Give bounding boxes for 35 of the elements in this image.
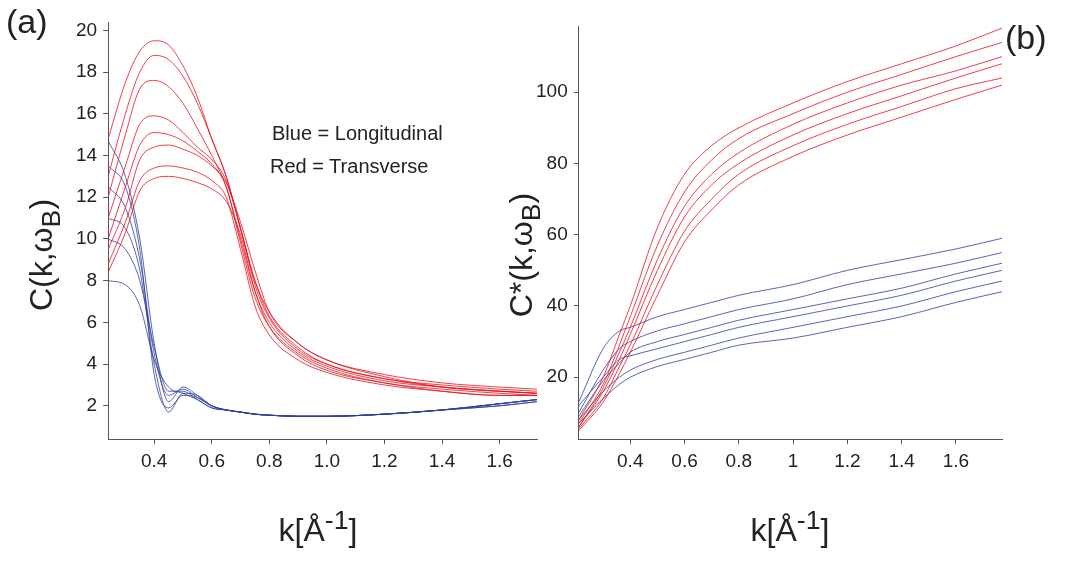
x-tick-label: 0.4 xyxy=(140,449,168,471)
chart-title: (a) xyxy=(6,2,48,41)
y-tick-label: 6 xyxy=(86,310,98,332)
x-tick-label: 0.6 xyxy=(198,449,225,471)
y-tick-label: 14 xyxy=(75,143,98,165)
x-tick-label: 1.2 xyxy=(834,449,861,471)
annotation: Blue = Longitudinal xyxy=(272,122,443,145)
y-tick-label: 4 xyxy=(86,352,98,374)
x-tick-label: 1.6 xyxy=(942,449,970,471)
y-tick-label: 20 xyxy=(546,365,568,387)
annotation: Red = Transverse xyxy=(270,155,429,178)
x-tick-label: 0.8 xyxy=(256,449,283,471)
x-tick-label: 0.4 xyxy=(617,449,644,471)
y-tick-label: 2 xyxy=(86,394,98,416)
y-tick-label: 18 xyxy=(75,60,98,82)
x-tick-label: 1 xyxy=(787,449,799,471)
chart-title: (b) xyxy=(1005,18,1047,57)
x-tick-label: 0.8 xyxy=(725,449,753,471)
x-axis-title: k[Å$^{-1}$] xyxy=(278,505,358,549)
x-tick-label: 1.4 xyxy=(888,449,916,471)
y-tick-label: 16 xyxy=(75,102,98,124)
x-axis-title: k[Å$^{-1}$] xyxy=(750,505,830,549)
y-tick-label: 60 xyxy=(546,222,568,244)
y-tick-label: 100 xyxy=(536,80,568,102)
x-tick-label: 1.4 xyxy=(428,449,456,471)
y-tick-label: 80 xyxy=(546,151,568,173)
y-tick-label: 8 xyxy=(86,268,98,290)
y-tick-label: 12 xyxy=(75,185,98,207)
x-tick-label: 1.0 xyxy=(313,449,341,471)
y-tick-label: 40 xyxy=(546,294,568,316)
y-tick-label: 10 xyxy=(75,227,98,249)
x-tick-label: 0.6 xyxy=(671,449,698,471)
y-tick-label: 20 xyxy=(75,18,98,40)
x-tick-label: 1.2 xyxy=(371,449,398,471)
x-tick-label: 1.6 xyxy=(486,449,513,471)
